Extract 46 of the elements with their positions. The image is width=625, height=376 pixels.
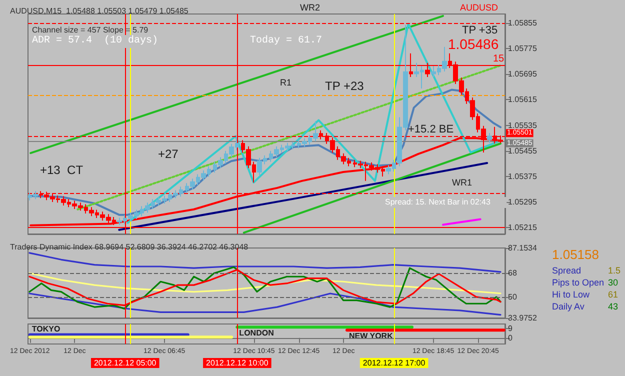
y-tick-label: 9 (508, 324, 513, 334)
y-tick-label: 1.05215 (508, 223, 538, 232)
y-tick-label: 1.05695 (508, 70, 538, 79)
annotation: ADR = 57.4 (10 days) (32, 34, 158, 46)
annotation: +13 CT (40, 163, 84, 177)
text: Pips to Open (552, 278, 604, 288)
y-tick-label: 50 (508, 292, 518, 302)
y-tick-label: 1.05455 (508, 146, 538, 156)
annotation: Channel size = 457 Slope = 5.79 (32, 26, 149, 34)
text: 61 (608, 290, 618, 300)
chart-title: Traders Dynamic Index 68.9694 52.6809 36.3924 46.2702 46.3048 (10, 242, 249, 252)
text: AUDUSD (460, 2, 499, 12)
y-tick-label: 1.05375 (508, 172, 538, 181)
y-tick-label: 1.05855 (508, 18, 538, 28)
text: 1.5 (608, 266, 621, 276)
annotation: TP +35 (462, 24, 498, 36)
y-tick-label: 33.9752 (508, 314, 538, 322)
annotation: 1.05486 (448, 36, 499, 52)
annotation: TP +23 (325, 79, 364, 93)
annotation: 15 (493, 54, 505, 64)
y-tick-label: 87.1534 (508, 244, 538, 252)
ref-line-label: 2012.12.12 17:00 (362, 358, 426, 368)
y-tick-label: 1.05295 (508, 198, 538, 207)
chart-title: AUDUSD,M15 1.05488 1.05503 1.05479 1.05485 (10, 6, 189, 16)
annotation: WR1 (452, 178, 472, 188)
y-tick-label: 1.05535 (508, 120, 538, 130)
series-label: LONDON (239, 328, 274, 338)
text: 43 (608, 302, 618, 312)
text: Spread (552, 266, 582, 276)
ref-line-label: 2012.12.12 10:00 (206, 358, 269, 368)
y-tick-label: 68 (508, 268, 518, 278)
annotation: R1 (280, 78, 292, 88)
y-tick-label: 1.05775 (508, 44, 538, 54)
y-tick-label: 1.05615 (508, 95, 538, 104)
annotation: +27 (158, 147, 179, 161)
series-label: TOKYO (32, 324, 60, 334)
text: 1.05158 (552, 247, 599, 262)
text: Daily Av (552, 302, 585, 312)
annotation: +15.2 BE (408, 124, 454, 136)
text: Hi to Low (552, 290, 590, 300)
y-tick-label: 0 (508, 333, 513, 342)
annotation: Spread: 15. Next Bar in 02:43 (385, 198, 491, 206)
ref-line-label: 2012.12.12 05:00 (94, 358, 157, 368)
annotation: Today = 61.7 (250, 34, 322, 46)
text: 30 (608, 278, 618, 288)
text: WR2 (300, 2, 320, 12)
